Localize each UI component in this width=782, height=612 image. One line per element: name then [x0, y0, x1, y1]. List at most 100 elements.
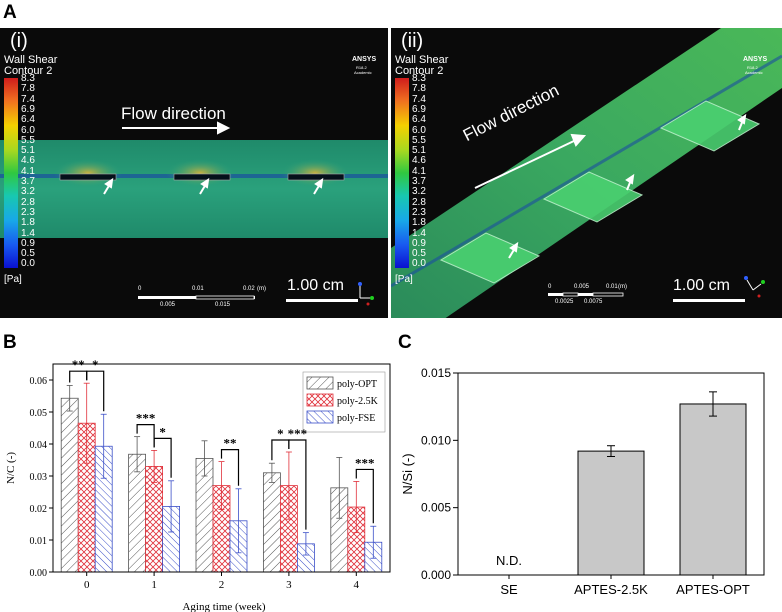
- colorbar: [395, 78, 409, 268]
- scale-bar-label: 1.00 cm: [673, 277, 730, 294]
- x-tick-label: 0: [84, 579, 90, 591]
- colorbar-tick-label: 0.0: [21, 258, 35, 270]
- ruler-label: 0: [548, 284, 552, 290]
- colorbar-tick-label: 3.2: [21, 186, 35, 198]
- ansys-version: R18.2: [747, 65, 758, 70]
- colorbar-tick-label: 7.4: [21, 93, 35, 105]
- ansys-edition: Academic: [354, 70, 372, 75]
- x-tick-label: APTES-OPT: [676, 582, 750, 597]
- significance-label: *: [159, 424, 166, 439]
- colorbar-tick-label: 6.4: [21, 114, 35, 126]
- colorbar-tick-label: 3.7: [412, 176, 426, 187]
- ansys-logo: ANSYS: [743, 56, 768, 63]
- colorbar-tick-label: 1.4: [412, 227, 426, 239]
- colorbar-tick-label: 0.5: [412, 248, 426, 260]
- colorbar-tick-label: 6.0: [21, 124, 35, 136]
- y-tick-label: 0.06: [30, 376, 48, 387]
- colorbar-tick-label: 8.3: [21, 73, 35, 84]
- colorbar-tick-label: 6.4: [412, 114, 426, 126]
- x-tick-label: 4: [354, 579, 360, 591]
- ruler-label: 0.01: [606, 284, 618, 290]
- colorbar-unit: [Pa]: [4, 274, 22, 285]
- colorbar-tick-label: 3.7: [21, 176, 35, 187]
- colorbar-tick-label: 5.1: [21, 145, 35, 157]
- ansys-version: R18.2: [356, 65, 367, 70]
- x-tick-label: 1: [151, 579, 157, 591]
- ruler-label: 0.02: [243, 286, 255, 292]
- scale-bar: [673, 299, 745, 302]
- scale-bar: [286, 299, 358, 302]
- significance-label: **: [224, 436, 237, 451]
- colorbar-tick-label: 4.6: [21, 155, 35, 167]
- colorbar-tick-label: 6.9: [412, 103, 426, 115]
- colorbar-tick-label: 5.1: [412, 145, 426, 157]
- chart-c: N.D. SE APTES-2.5K APTES-OPT 0.000 0.005 0.01…: [400, 366, 765, 597]
- colorbar-tick-label: 7.4: [412, 93, 426, 105]
- y-tick-label: 0.00: [30, 568, 48, 579]
- legend-swatch: [306, 410, 334, 424]
- scale-bar-label: 1.00 cm: [287, 277, 344, 294]
- ruler-label: 0: [138, 286, 142, 292]
- legend-label: poly-FSE: [337, 413, 375, 424]
- colorbar-tick-label: 1.8: [412, 217, 426, 229]
- legend-label: poly-OPT: [337, 379, 377, 390]
- bar-poly-OPT: [262, 472, 281, 573]
- simulation-panel-i: (i) Wall Shear Contour 2 8.3 7.8 7.4 6.9 6.4 6…: [0, 28, 388, 318]
- colorbar-tick-label: 6.9: [21, 103, 35, 115]
- channel-render-i: [0, 121, 388, 306]
- ruler-label: 0.0025: [555, 299, 574, 305]
- y-tick-label: 0.010: [421, 433, 451, 447]
- y-tick-label: 0.000: [421, 568, 451, 582]
- bar-annotation: N.D.: [496, 553, 522, 568]
- colorbar-tick-label: 4.1: [21, 165, 35, 177]
- y-axis-label: N/Si (-): [400, 453, 415, 494]
- x-tick-label: 2: [219, 579, 225, 591]
- channel-render-ii: [391, 28, 782, 318]
- y-tick-label: 0.04: [30, 440, 48, 451]
- colorbar-tick-label: 5.5: [21, 134, 35, 146]
- ruler-label: (m): [257, 286, 266, 292]
- significance-bracket: [271, 439, 290, 461]
- ruler-label: 0.005: [574, 284, 590, 290]
- significance-bracket: [288, 439, 307, 530]
- x-tick-label: 3: [286, 579, 292, 591]
- colorbar-tick-label: 7.8: [412, 83, 426, 95]
- panel-label-b: B: [3, 332, 17, 353]
- x-axis-label: Aging time (week): [182, 601, 265, 612]
- y-tick-label: 0.015: [421, 366, 451, 380]
- y-axis-label: N/C (-): [5, 452, 17, 484]
- bar-APTES-2.5K: [577, 450, 645, 576]
- ansys-edition: Academic: [745, 70, 763, 75]
- subpanel-label-i: (i): [10, 30, 28, 52]
- colorbar-tick-label: 0.5: [21, 248, 35, 260]
- colorbar: [4, 78, 18, 268]
- colorbar-tick-label: 0.9: [412, 237, 426, 249]
- colorbar-tick-label: 3.2: [412, 186, 426, 198]
- flow-direction-label: Flow direction: [121, 104, 226, 123]
- ruler-label: 0.01: [192, 286, 204, 292]
- y-tick-label: 0.005: [421, 501, 451, 515]
- colorbar-tick-label: 2.8: [21, 196, 35, 208]
- colorbar-title: Wall Shear Contour 2: [395, 54, 449, 77]
- bar-poly-OPT: [60, 397, 79, 573]
- significance-bracket: [220, 449, 240, 486]
- legend-swatch: [306, 393, 334, 407]
- legend-swatch: [306, 376, 334, 390]
- significance-label: **: [72, 357, 85, 372]
- ruler-label: 0.005: [160, 302, 176, 308]
- colorbar-tick-label: 2.3: [21, 206, 35, 218]
- colorbar-title: Wall Shear Contour 2: [4, 54, 58, 77]
- colorbar-tick-label: 6.0: [412, 124, 426, 136]
- colorbar-tick-label: 1.8: [21, 217, 35, 229]
- colorbar-tick-label: 7.8: [21, 83, 35, 95]
- significance-bracket: [153, 437, 172, 478]
- legend-label: poly-2.5K: [337, 396, 379, 407]
- ruler-label: 0.0075: [584, 299, 603, 305]
- x-tick-label: APTES-2.5K: [574, 582, 648, 597]
- significance-label: ***: [355, 455, 375, 470]
- colorbar-tick-label: 8.3: [412, 73, 426, 84]
- chart-b: 0 1 2 3 4 0.00 0.01 0.02 0.03 0.04 0.05 0.06 Aging …: [5, 357, 391, 612]
- panel-label-a: A: [3, 2, 17, 23]
- subpanel-label-ii: (ii): [401, 30, 424, 52]
- colorbar-tick-label: 2.3: [412, 206, 426, 218]
